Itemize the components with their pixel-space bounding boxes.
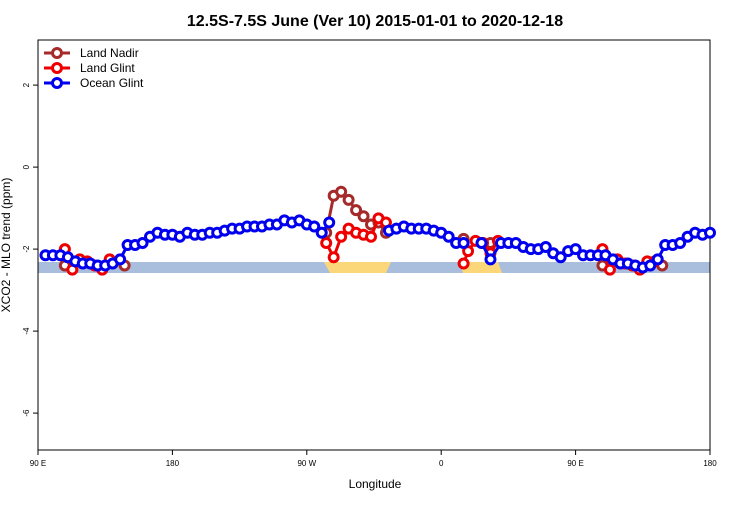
data-point: [114, 253, 127, 266]
data-point: [136, 236, 149, 249]
data-point: [475, 236, 488, 249]
data-point: [554, 251, 567, 264]
x-tick-label: 90 W: [297, 459, 316, 468]
plot-area: [39, 185, 716, 276]
data-point: [365, 230, 378, 243]
data-point: [315, 226, 328, 239]
y-tick-label: 0: [22, 164, 31, 169]
y-axis-label: XCO2 - MLO trend (ppm): [0, 178, 13, 313]
chart-title: 12.5S-7.5S June (Ver 10) 2015-01-01 to 2…: [187, 13, 563, 30]
data-point: [704, 226, 716, 239]
data-point: [569, 243, 582, 256]
data-point: [457, 236, 470, 249]
x-tick-label: 180: [166, 459, 180, 468]
data-point: [539, 241, 552, 254]
data-point: [335, 230, 348, 243]
y-tick-label: 2: [22, 82, 31, 87]
x-tick-label: 0: [439, 459, 444, 468]
legend-marker: [51, 47, 63, 59]
y-tick-label: -4: [22, 327, 31, 335]
data-point: [342, 193, 355, 206]
y-tick-label: -6: [22, 409, 31, 417]
legend-marker: [51, 62, 63, 74]
data-point: [603, 263, 616, 276]
y-tick-label: -2: [22, 245, 31, 253]
series-line: [63, 216, 655, 273]
legend-label: Land Glint: [80, 61, 135, 75]
x-tick-label: 90 E: [30, 459, 46, 468]
data-point: [320, 236, 333, 249]
data-point: [335, 185, 348, 198]
data-point: [442, 230, 455, 243]
data-point: [644, 259, 657, 272]
data-point: [484, 253, 497, 266]
data-point: [674, 236, 687, 249]
x-axis-label: Longitude: [349, 477, 402, 491]
plot-frame: [37, 39, 711, 451]
land-band: [324, 262, 391, 273]
data-point: [350, 204, 363, 217]
legend-label: Land Nadir: [80, 46, 139, 60]
data-point: [327, 251, 340, 264]
x-tick-label: 180: [703, 459, 717, 468]
x-tick-label: 90 E: [567, 459, 583, 468]
data-point: [357, 210, 370, 223]
data-point: [457, 257, 470, 270]
legend-marker: [51, 77, 63, 89]
data-point: [323, 216, 336, 229]
surface-band: [38, 262, 710, 273]
legend-label: Ocean Glint: [80, 76, 144, 90]
data-point: [651, 253, 664, 266]
data-point: [308, 220, 321, 233]
